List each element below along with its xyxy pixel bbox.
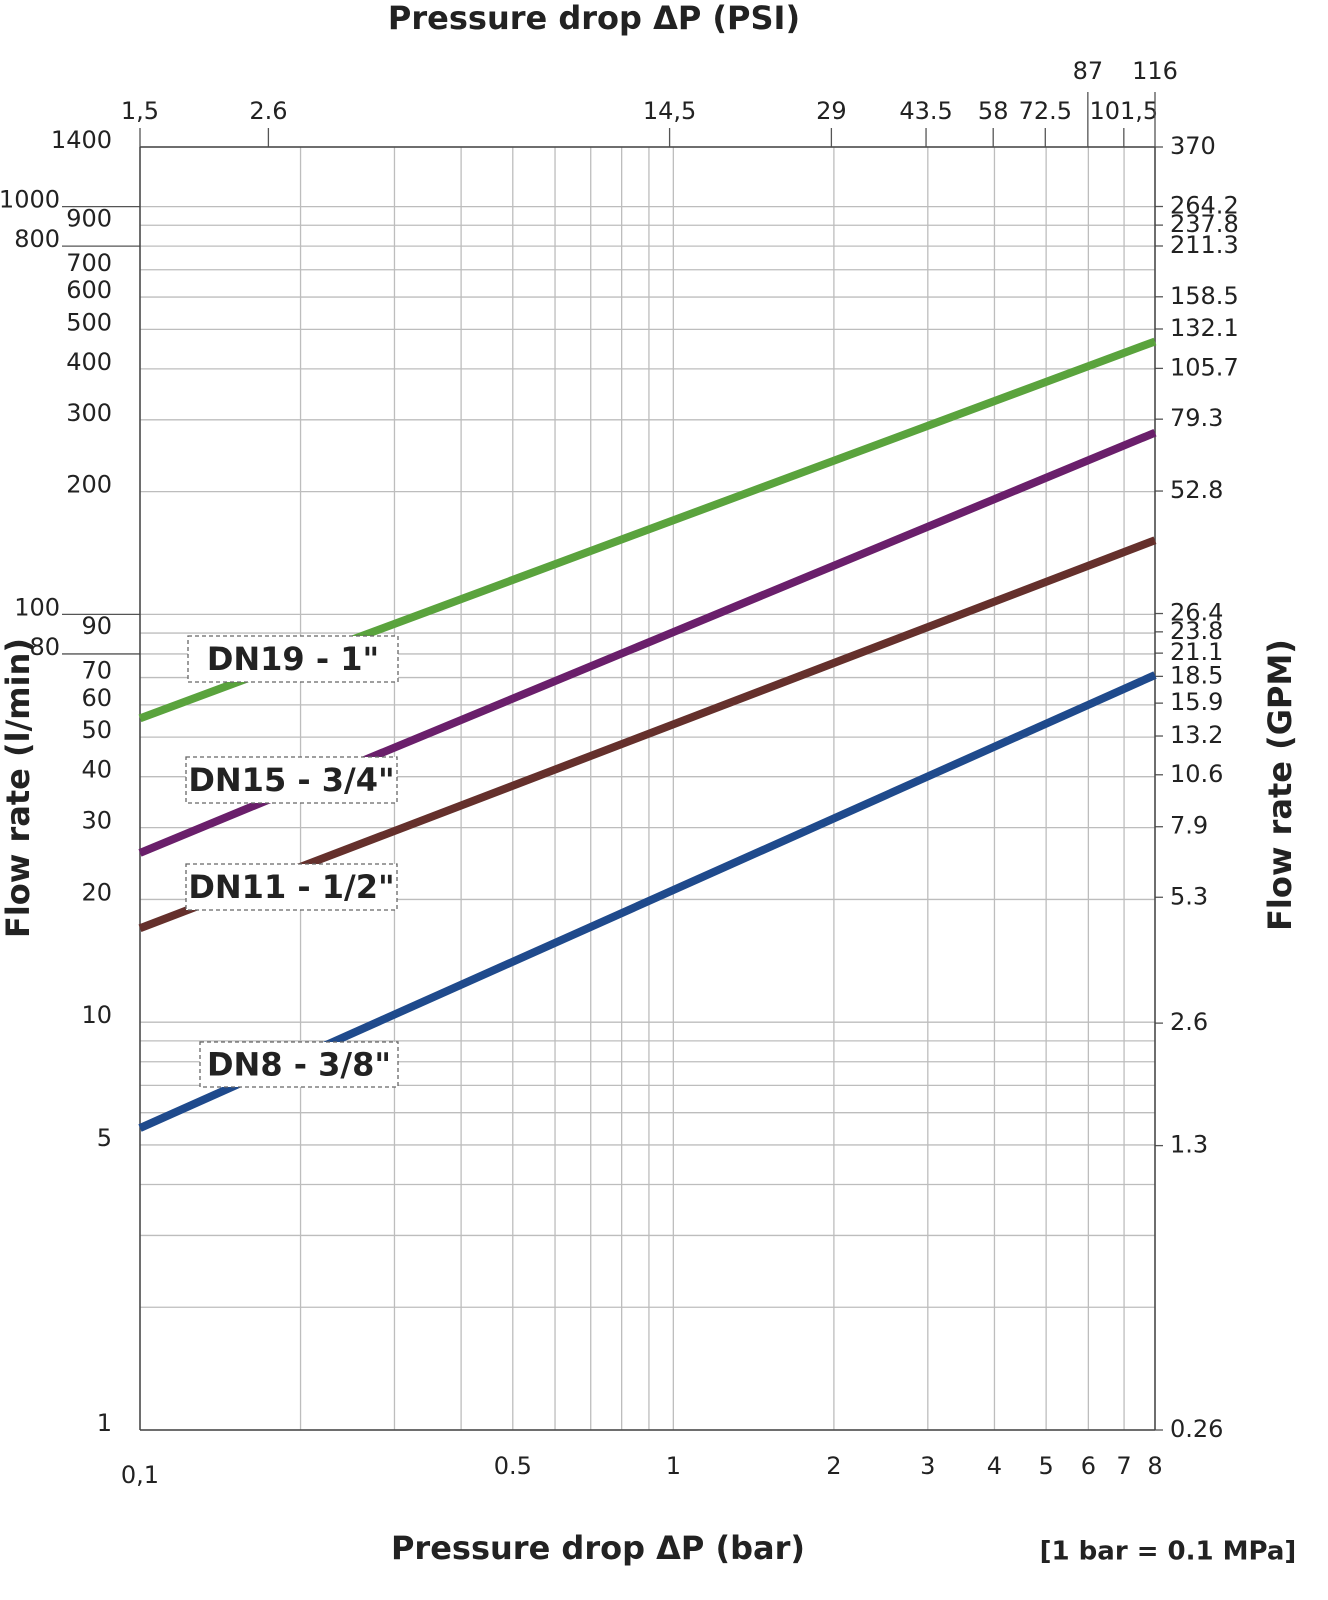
y2-tick-label: 23.8 (1170, 617, 1223, 645)
x-tick-label: 8 (1147, 1452, 1162, 1480)
note: [1 bar = 0.1 MPa] (1040, 1537, 1297, 1567)
y-tick-label: 500 (66, 308, 112, 336)
label-box (187, 635, 399, 683)
x-tick-label: 7 (1116, 1452, 1131, 1480)
x2-tick-label: 116 (1132, 57, 1178, 85)
x2-tick-label: 87 (1073, 57, 1104, 85)
y-tick-label: 400 (66, 348, 112, 376)
y2-tick-label: 10.6 (1170, 760, 1223, 788)
x2-tick-label: 14,5 (643, 97, 696, 125)
y2-tick-label: 5.3 (1170, 882, 1208, 910)
series-label: DN19 - 1" (207, 640, 379, 678)
y-tick-label: 10 (81, 1001, 112, 1029)
y-tick-label: 30 (81, 807, 112, 835)
x-tick-label: 0,1 (121, 1461, 159, 1489)
x-tick-label: 6 (1081, 1452, 1096, 1480)
y-tick-label: 60 (81, 684, 112, 712)
y2-tick-label: 79.3 (1170, 404, 1223, 432)
x-tick-label: 2 (826, 1452, 841, 1480)
y2-tick-label: 2.6 (1170, 1008, 1208, 1036)
y2-tick-label: 211.3 (1170, 231, 1239, 259)
chart-title: Pressure drop ΔP (PSI) (388, 0, 800, 37)
y-tick-label: 1400 (51, 126, 112, 154)
x2-tick-label: 72.5 (1019, 97, 1072, 125)
y-tick-label: 800 (14, 225, 60, 253)
y-axis-label: Flow rate (l/min) (0, 638, 37, 938)
y2-tick-label: 15.9 (1170, 688, 1223, 716)
series-line (138, 536, 1157, 932)
y2-tick-label: 264.2 (1170, 192, 1239, 220)
y-tick-label: 5 (97, 1124, 112, 1152)
y2-tick-label: 7.9 (1170, 812, 1208, 840)
series-label: DN15 - 3/4" (188, 761, 394, 799)
y-tick-label: 200 (66, 471, 112, 499)
label-box (185, 863, 398, 911)
label-box (185, 756, 398, 804)
x2-tick-label: 2.6 (249, 97, 287, 125)
x2-tick-label: 58 (978, 97, 1009, 125)
series-label: DN11 - 1/2" (188, 868, 394, 906)
y2-tick-label: 158.5 (1170, 282, 1239, 310)
y-tick-label: 80 (29, 633, 60, 661)
x2-tick-label: 43.5 (899, 97, 952, 125)
y2-tick-label: 237.8 (1170, 210, 1239, 238)
x-tick-label: 4 (987, 1452, 1002, 1480)
y2-tick-label: 26.4 (1170, 599, 1223, 627)
x2-tick-label: 1,5 (121, 97, 159, 125)
y-tick-label: 50 (81, 716, 112, 744)
y-tick-label: 40 (81, 756, 112, 784)
x2-tick-label: 29 (816, 97, 847, 125)
y-tick-label: 1000 (0, 186, 60, 214)
x-tick-label: 3 (920, 1452, 935, 1480)
x-tick-label: 5 (1038, 1452, 1053, 1480)
y-tick-label: 100 (14, 593, 60, 621)
y-tick-label: 900 (66, 204, 112, 232)
y2-tick-label: 13.2 (1170, 721, 1223, 749)
y2-tick-label: 0.26 (1170, 1415, 1223, 1443)
y-tick-label: 300 (66, 399, 112, 427)
y2-tick-label: 52.8 (1170, 476, 1223, 504)
y-tick-label: 600 (66, 276, 112, 304)
y2-tick-label: 18.5 (1170, 661, 1223, 689)
label-box (199, 1041, 399, 1088)
y2-axis-label: Flow rate (GPM) (1261, 639, 1299, 931)
series-label: DN8 - 3/8" (207, 1046, 391, 1084)
y2-tick-label: 132.1 (1170, 314, 1239, 342)
y2-tick-label: 370 (1170, 132, 1216, 160)
y-tick-label: 70 (81, 657, 112, 685)
y2-tick-label: 1.3 (1170, 1131, 1208, 1159)
x-axis-label: Pressure drop ΔP (bar) (391, 1529, 805, 1567)
x-tick-label: 0.5 (494, 1452, 532, 1480)
y-tick-label: 1 (97, 1409, 112, 1437)
y2-tick-label: 105.7 (1170, 353, 1239, 381)
x-tick-label: 1 (666, 1452, 681, 1480)
y2-tick-label: 21.1 (1170, 638, 1223, 666)
y-tick-label: 700 (66, 249, 112, 277)
x2-tick-label: 101,5 (1089, 97, 1158, 125)
y-tick-label: 20 (81, 878, 112, 906)
y-tick-label: 90 (81, 612, 112, 640)
